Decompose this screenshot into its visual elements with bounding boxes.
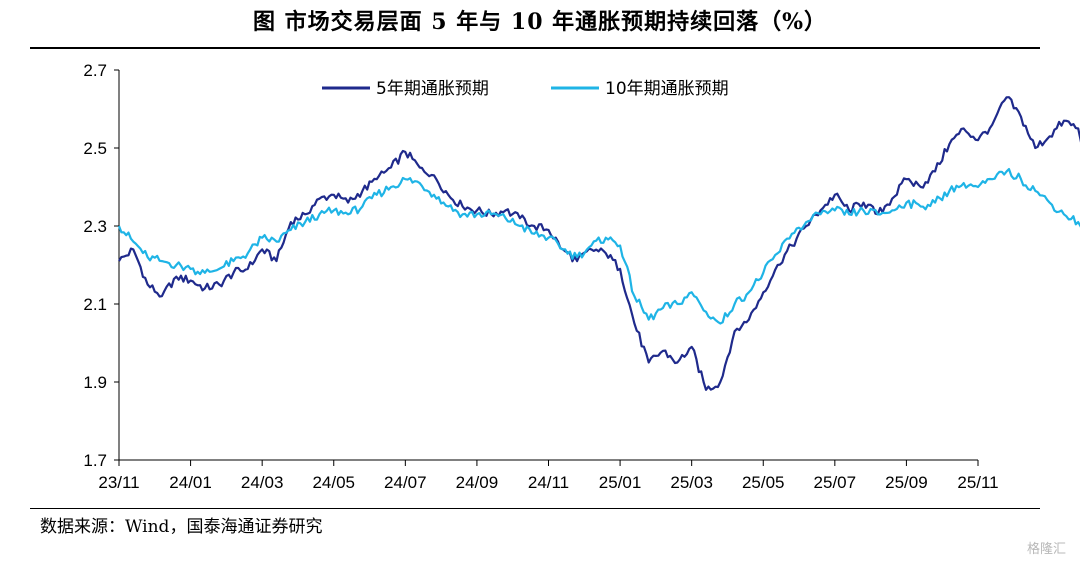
source-divider (30, 508, 1040, 509)
y-tick-label: 1.7 (83, 451, 107, 470)
x-tick-label: 24/07 (384, 473, 427, 492)
title-divider (30, 47, 1040, 49)
source-note: 数据来源：Wind，国泰海通证券研究 (40, 517, 323, 537)
x-tick-label: 25/01 (599, 473, 642, 492)
y-tick-label: 2.3 (83, 217, 107, 236)
x-tick-label: 24/09 (456, 473, 499, 492)
chart-title: 图 市场交易层面 5 年与 10 年通胀预期持续回落（%） (252, 9, 828, 35)
y-tick-label: 1.9 (83, 373, 107, 392)
x-tick-label: 25/05 (742, 473, 785, 492)
chart-axes: 2.7 2.5 2.3 2.1 1.9 1.7 23/11 24/01 24/03 24/05 24… (83, 61, 998, 492)
x-tick-label: 25/11 (957, 473, 998, 492)
x-tick-label: 25/03 (670, 473, 713, 492)
line-chart: 2.7 2.5 2.3 2.1 1.9 1.7 23/11 24/01 24/03 24/05 24… (83, 61, 1080, 492)
x-tick-label: 25/07 (814, 473, 857, 492)
y-tick-label: 2.7 (83, 61, 107, 80)
y-tick-label: 2.1 (83, 295, 107, 314)
x-tick-label: 24/05 (312, 473, 355, 492)
x-tick-label: 23/11 (98, 473, 139, 492)
legend-label-1: 10年期通胀预期 (605, 79, 729, 99)
series-line-5y (118, 96, 1080, 391)
chart-lines (117, 96, 1080, 391)
x-tick-label: 24/01 (169, 473, 212, 492)
x-tick-label: 25/09 (885, 473, 928, 492)
x-tick-label: 24/03 (241, 473, 284, 492)
legend-label-0: 5年期通胀预期 (376, 79, 489, 99)
x-tick-label: 24/11 (528, 473, 569, 492)
y-tick-label: 2.5 (83, 139, 107, 158)
watermark: 格隆汇 (1026, 542, 1066, 557)
chart-legend: 5年期通胀预期 10年期通胀预期 (322, 79, 729, 99)
series-line-10y (117, 167, 1080, 325)
